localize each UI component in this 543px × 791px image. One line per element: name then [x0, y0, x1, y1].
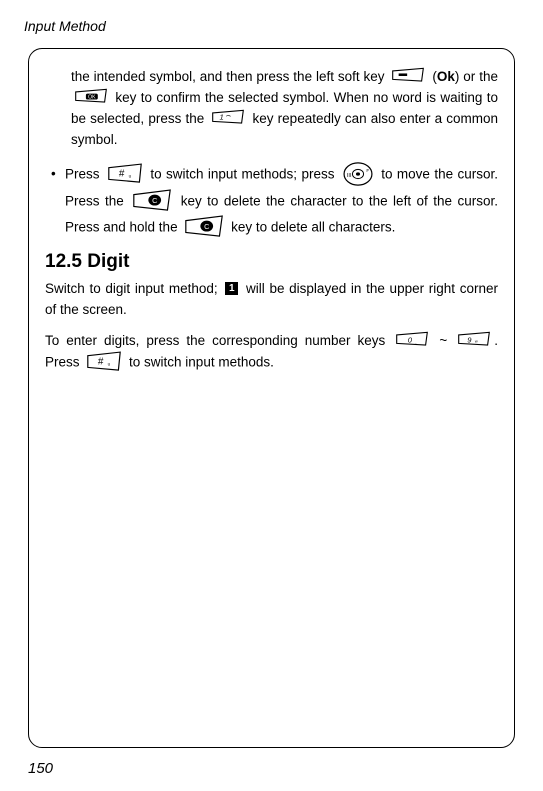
ok-key-icon: OK: [74, 88, 108, 106]
page-number: 150: [28, 760, 53, 777]
ok-label: Ok: [437, 69, 455, 84]
nine-key-icon: 9w: [457, 331, 491, 349]
nav-key-icon: III F: [342, 161, 374, 187]
content-frame: the intended symbol, and then press the …: [28, 48, 515, 748]
svg-text:C: C: [152, 196, 157, 205]
text-frag: Switch to digit input method;: [45, 281, 222, 296]
svg-text:F: F: [366, 168, 369, 173]
text-frag: To enter digits, press the corresponding…: [45, 333, 392, 348]
bullet-marker: •: [45, 164, 65, 185]
hash-key-icon: #u: [86, 351, 122, 373]
text-frag: key to delete all characters.: [231, 219, 395, 234]
text-frag: ~: [439, 333, 454, 348]
text-frag: to switch input methods.: [129, 355, 274, 370]
svg-text:#: #: [119, 168, 125, 179]
paragraph-digit-indicator: Switch to digit input method; 1 will be …: [45, 279, 498, 321]
svg-text:w: w: [475, 340, 478, 344]
c-key-icon: C: [184, 215, 224, 239]
svg-text:.: .: [416, 339, 417, 344]
svg-text:#: #: [98, 357, 104, 368]
paragraph-symbol-entry: the intended symbol, and then press the …: [71, 67, 498, 151]
svg-text:III: III: [347, 172, 352, 178]
svg-text:1: 1: [220, 113, 224, 122]
one-key-icon: 1: [211, 109, 245, 127]
svg-text:OK: OK: [88, 95, 96, 101]
page: Input Method the intended symbol, and th…: [0, 0, 543, 791]
hash-key-icon: #u: [107, 163, 143, 185]
text-frag: ) or the: [455, 69, 498, 84]
softkey-icon: [391, 67, 425, 85]
svg-text:C: C: [204, 222, 209, 231]
text-frag: to switch input methods; press: [150, 166, 339, 181]
text-frag: Press: [65, 166, 104, 181]
digit-mode-icon: 1: [225, 282, 238, 295]
bullet-item: • Press #u to switch input methods; pres…: [45, 161, 498, 241]
paragraph-digit-entry: To enter digits, press the corresponding…: [45, 331, 498, 376]
zero-key-icon: 0.: [395, 331, 429, 349]
section-heading-digit: 12.5 Digit: [45, 251, 498, 273]
bullet-text: Press #u to switch input methods; press …: [65, 161, 498, 241]
running-header: Input Method: [24, 18, 515, 34]
text-frag: the intended symbol, and then press the …: [71, 69, 388, 84]
c-key-icon: C: [132, 189, 172, 213]
